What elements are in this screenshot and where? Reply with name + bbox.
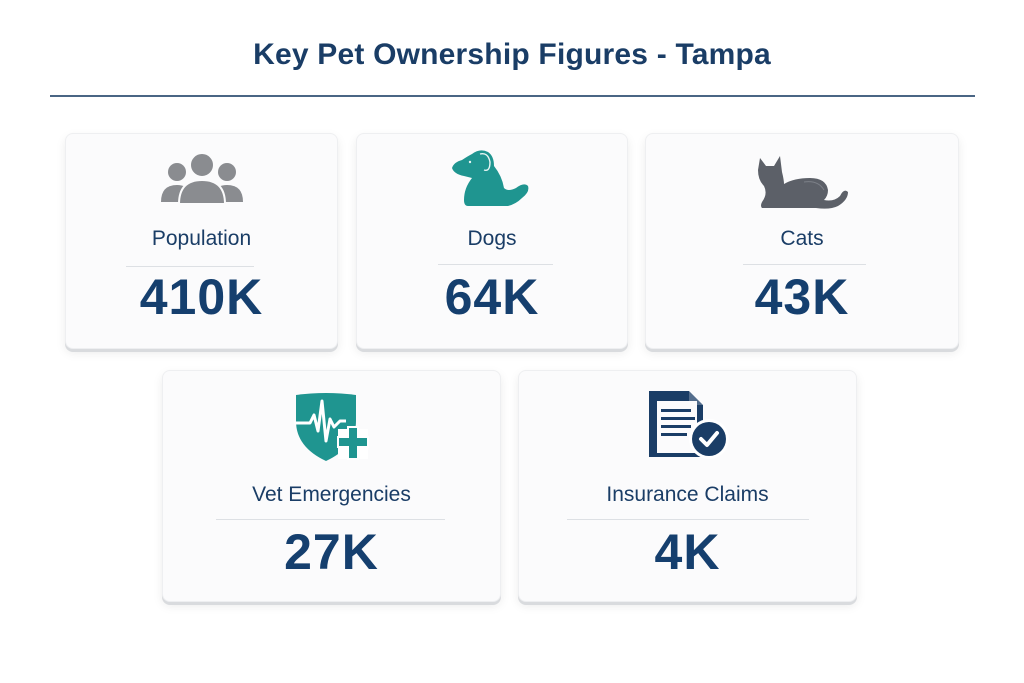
medical-shield-icon	[163, 391, 500, 463]
dog-icon	[357, 148, 627, 210]
card-divider	[126, 266, 254, 267]
document-check-icon	[519, 389, 856, 461]
card-value: 27K	[284, 524, 379, 580]
card-divider	[743, 264, 866, 265]
card-label: Dogs	[467, 227, 517, 250]
card-divider	[216, 519, 445, 520]
card-value: 43K	[754, 269, 850, 325]
card-value: 410K	[139, 269, 264, 325]
card-label: Vet Emergencies	[252, 483, 411, 506]
page-title: Key Pet Ownership Figures - Tampa	[253, 38, 771, 71]
card-value: 64K	[444, 269, 540, 325]
card-label: Population	[151, 227, 252, 250]
stat-card-insurance-claims: Insurance Claims 4K	[518, 370, 857, 602]
stat-card-population: Population 410K	[65, 133, 338, 349]
stat-card-dogs: Dogs 64K	[356, 133, 628, 349]
card-value: 4K	[654, 524, 721, 580]
title-divider	[50, 95, 975, 97]
card-label: Cats	[780, 227, 824, 250]
cat-icon	[646, 150, 958, 210]
card-divider	[438, 264, 553, 265]
card-label: Insurance Claims	[606, 483, 769, 506]
people-group-icon	[66, 152, 337, 208]
card-divider	[567, 519, 809, 520]
stat-card-cats: Cats 43K	[645, 133, 959, 349]
stat-card-vet-emergencies: Vet Emergencies 27K	[162, 370, 501, 602]
